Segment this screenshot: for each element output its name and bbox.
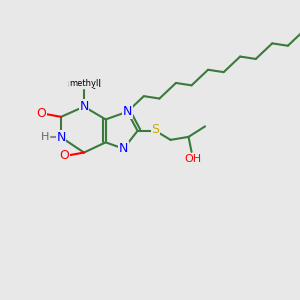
Text: N: N [119,142,128,155]
Text: O: O [37,107,46,120]
Text: N: N [123,105,132,118]
Text: methyl: methyl [67,79,101,88]
Text: OH: OH [184,154,202,164]
Text: H: H [41,132,49,142]
Text: N: N [56,131,66,144]
Text: O: O [60,149,69,162]
Text: N: N [79,100,89,113]
Text: S: S [152,123,160,136]
Text: methyl: methyl [69,79,99,88]
